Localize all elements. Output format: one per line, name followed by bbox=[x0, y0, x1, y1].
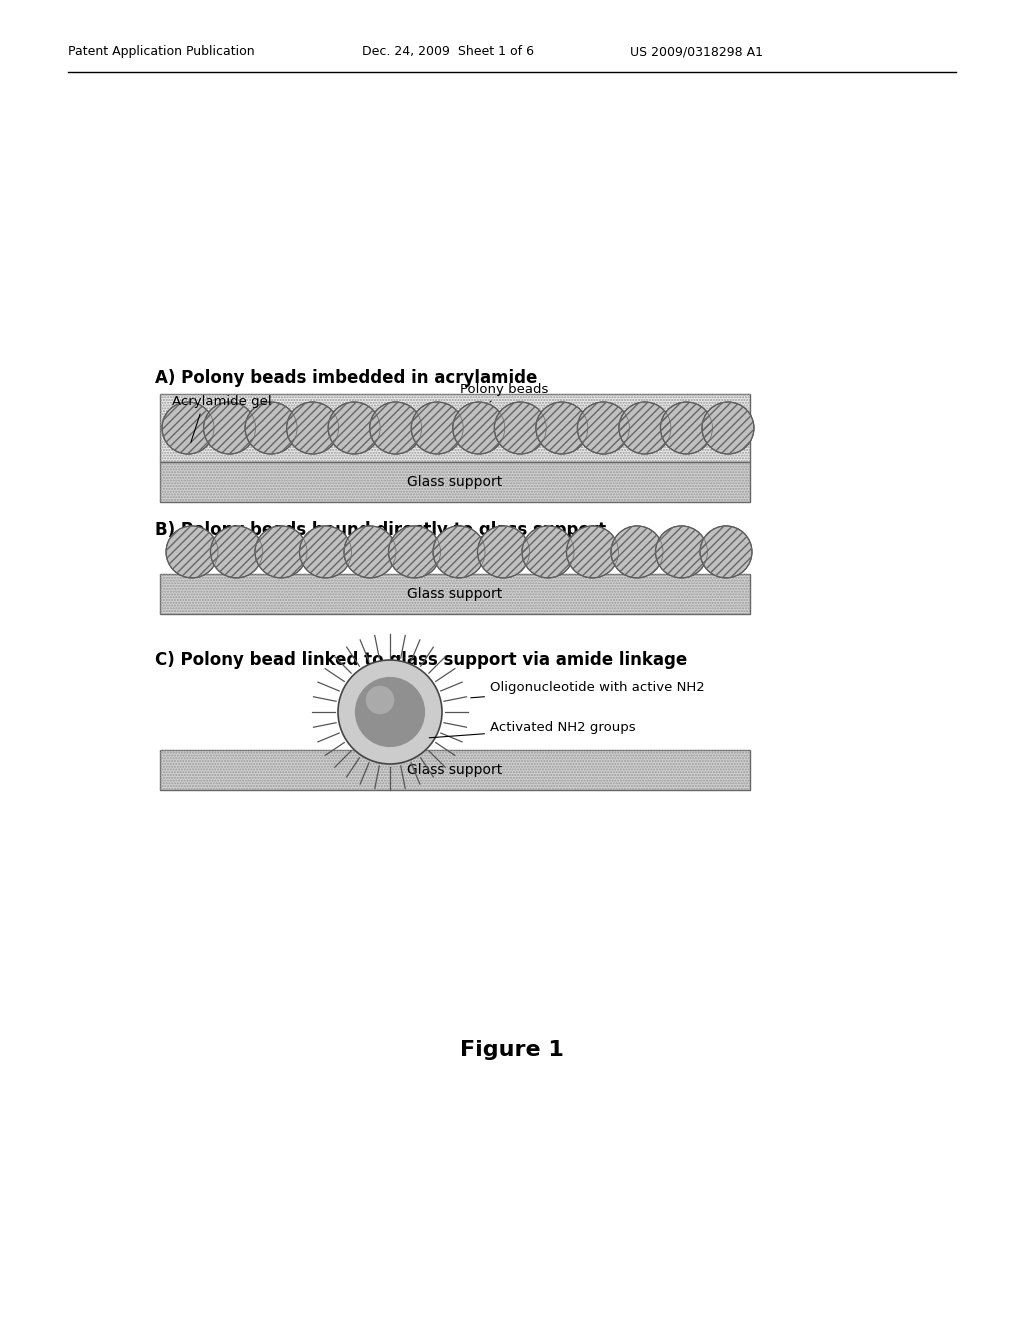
Ellipse shape bbox=[338, 660, 442, 764]
Text: Polony beads: Polony beads bbox=[460, 384, 549, 403]
Text: Glass support: Glass support bbox=[408, 763, 503, 777]
Ellipse shape bbox=[344, 525, 396, 578]
Text: A) Polony beads imbedded in acrylamide: A) Polony beads imbedded in acrylamide bbox=[155, 370, 538, 387]
Ellipse shape bbox=[162, 403, 214, 454]
Text: Figure 1: Figure 1 bbox=[460, 1040, 564, 1060]
Ellipse shape bbox=[702, 403, 754, 454]
Bar bbox=[160, 574, 750, 614]
Text: Acrylamide gel: Acrylamide gel bbox=[172, 396, 271, 442]
Ellipse shape bbox=[433, 525, 485, 578]
Text: Activated NH2 groups: Activated NH2 groups bbox=[429, 722, 636, 738]
Bar bbox=[160, 750, 750, 789]
Bar bbox=[160, 750, 750, 789]
Text: C) Polony bead linked to glass support via amide linkage: C) Polony bead linked to glass support v… bbox=[155, 651, 687, 669]
Ellipse shape bbox=[618, 403, 671, 454]
Ellipse shape bbox=[611, 525, 663, 578]
Bar bbox=[160, 393, 750, 462]
Ellipse shape bbox=[287, 403, 339, 454]
Ellipse shape bbox=[370, 403, 422, 454]
Ellipse shape bbox=[355, 677, 425, 747]
Ellipse shape bbox=[495, 403, 547, 454]
Ellipse shape bbox=[412, 403, 463, 454]
Ellipse shape bbox=[700, 525, 752, 578]
Ellipse shape bbox=[328, 403, 380, 454]
Ellipse shape bbox=[211, 525, 262, 578]
Ellipse shape bbox=[522, 525, 574, 578]
Ellipse shape bbox=[453, 403, 505, 454]
Bar bbox=[160, 393, 750, 462]
Ellipse shape bbox=[255, 525, 307, 578]
Ellipse shape bbox=[366, 685, 394, 714]
Ellipse shape bbox=[245, 403, 297, 454]
Text: Dec. 24, 2009  Sheet 1 of 6: Dec. 24, 2009 Sheet 1 of 6 bbox=[362, 45, 534, 58]
Ellipse shape bbox=[477, 525, 529, 578]
Ellipse shape bbox=[660, 403, 713, 454]
Ellipse shape bbox=[299, 525, 351, 578]
Text: Glass support: Glass support bbox=[408, 475, 503, 488]
Text: US 2009/0318298 A1: US 2009/0318298 A1 bbox=[630, 45, 763, 58]
Ellipse shape bbox=[536, 403, 588, 454]
Bar bbox=[160, 462, 750, 502]
Text: Glass support: Glass support bbox=[408, 587, 503, 601]
Text: Oligonucleotide with active NH2: Oligonucleotide with active NH2 bbox=[471, 681, 705, 698]
Ellipse shape bbox=[655, 525, 708, 578]
Bar bbox=[160, 462, 750, 502]
Ellipse shape bbox=[204, 403, 256, 454]
Ellipse shape bbox=[566, 525, 618, 578]
Ellipse shape bbox=[388, 525, 440, 578]
Bar bbox=[160, 574, 750, 614]
Ellipse shape bbox=[166, 525, 218, 578]
Text: Patent Application Publication: Patent Application Publication bbox=[68, 45, 255, 58]
Text: B) Polony beads bound directly to glass support: B) Polony beads bound directly to glass … bbox=[155, 521, 606, 539]
Ellipse shape bbox=[578, 403, 630, 454]
